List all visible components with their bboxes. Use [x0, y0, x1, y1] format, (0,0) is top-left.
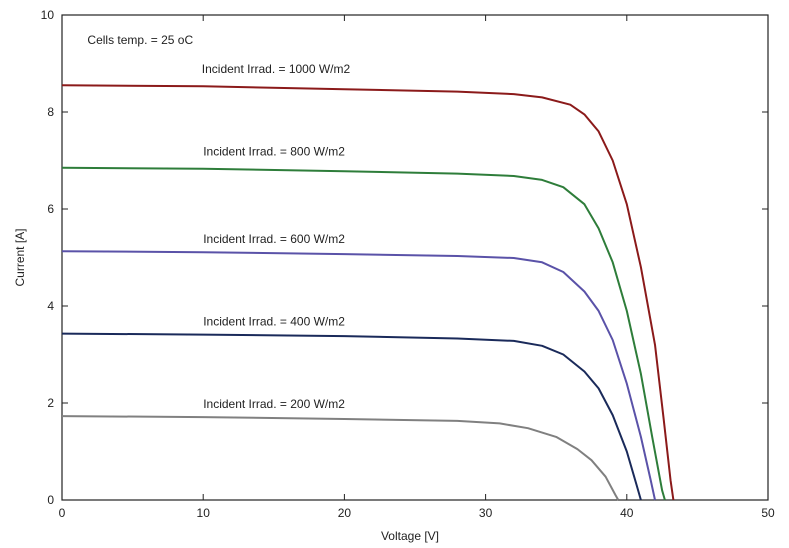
curve-label-5: Incident Irrad. = 200 W/m2	[203, 397, 345, 411]
temperature-annotation: Cells temp. = 25 oC	[87, 33, 193, 47]
axes-group: 0 10 20 30 40 50 0 2 4 6 8 10 Voltage [V] Current [A]	[13, 8, 775, 543]
x-tick-label: 10	[197, 506, 211, 520]
curve-label-2: Incident Irrad. = 800 W/m2	[203, 145, 345, 159]
y-tick-label: 2	[47, 396, 54, 410]
curve-label-3: Incident Irrad. = 600 W/m2	[203, 232, 345, 246]
iv-curve-5	[61, 415, 620, 501]
y-tick-label: 6	[47, 202, 54, 216]
x-tick-label: 20	[338, 506, 352, 520]
plot-frame	[61, 14, 769, 501]
iv-curve-1	[61, 84, 675, 501]
iv-curve-3	[61, 250, 656, 501]
x-tick-label: 0	[59, 506, 66, 520]
x-tick-label: 40	[620, 506, 634, 520]
curve-label-4: Incident Irrad. = 400 W/m2	[203, 314, 345, 328]
y-tick-label: 0	[47, 493, 54, 507]
curves-group	[61, 84, 675, 501]
x-tick-label: 50	[761, 506, 775, 520]
labels-group: Cells temp. = 25 oC Incident Irrad. = 100…	[87, 33, 350, 411]
iv-curve-2	[61, 166, 666, 501]
y-tick-label: 4	[47, 299, 54, 313]
x-axis-title: Voltage [V]	[381, 529, 439, 543]
y-tick-label: 8	[47, 105, 54, 119]
curve-label-1: Incident Irrad. = 1000 W/m2	[202, 62, 351, 76]
x-tick-label: 30	[479, 506, 493, 520]
iv-curve-4	[61, 332, 642, 501]
y-axis-title: Current [A]	[13, 228, 27, 286]
y-tick-label: 10	[41, 8, 55, 22]
